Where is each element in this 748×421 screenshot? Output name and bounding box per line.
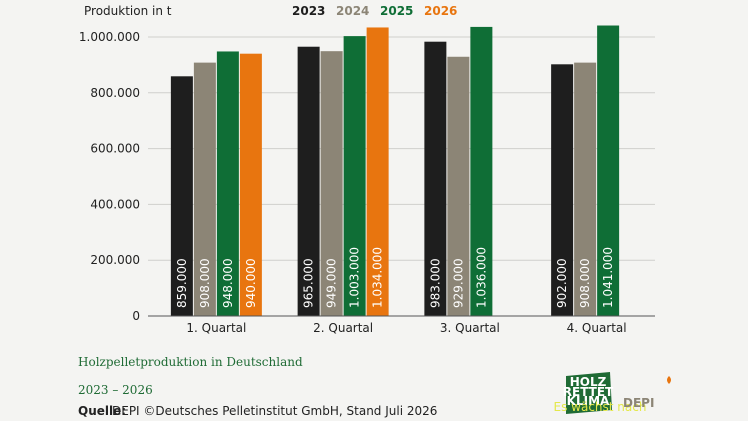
brand-logo: DEPI — [623, 396, 654, 410]
bar — [343, 36, 366, 317]
value-label: 1.003.000 — [348, 247, 362, 308]
x-tick-label: 2. Quartal — [313, 321, 373, 335]
legend-entry: 2025 — [380, 4, 413, 18]
y-tick-label: 800.000 — [90, 86, 140, 100]
source: DEPI ©Deutsches Pelletinstitut GmbH, Sta… — [112, 404, 437, 418]
value-label: 965.000 — [302, 258, 316, 308]
value-label: 940.000 — [244, 258, 258, 308]
value-label: 1.034.000 — [371, 247, 385, 308]
chart-title: Holzpelletproduktion in Deutschland — [78, 355, 303, 369]
y-tick-label: 600.000 — [90, 142, 140, 156]
bar — [470, 26, 493, 316]
badge-tag: Es wächst nach — [554, 400, 647, 414]
bar — [551, 64, 574, 317]
bar — [216, 51, 239, 316]
bar — [424, 41, 447, 316]
badge-shape — [566, 372, 612, 414]
bar — [366, 27, 389, 317]
badge-text: RETTET — [563, 385, 614, 399]
x-tick-label: 1. Quartal — [186, 321, 246, 335]
value-label: 948.000 — [221, 258, 235, 308]
y-tick-label: 200.000 — [90, 253, 140, 267]
value-label: 908.000 — [578, 258, 592, 308]
bar — [239, 53, 262, 316]
bar — [170, 76, 193, 316]
x-tick-label: 4. Quartal — [567, 321, 627, 335]
bar — [320, 51, 343, 317]
value-label: 908.000 — [198, 258, 212, 308]
bar — [447, 56, 470, 316]
value-label: 983.000 — [428, 258, 442, 308]
value-label: 902.000 — [555, 258, 569, 308]
bar — [574, 62, 597, 317]
legend-entry: 2026 — [424, 4, 457, 18]
legend-entry: 2023 — [292, 4, 325, 18]
value-label: 949.000 — [325, 258, 339, 308]
chart-subtitle: 2023 – 2026 — [78, 383, 153, 397]
value-label: 859.000 — [175, 258, 189, 308]
y-tick-label: 1.000.000 — [79, 30, 140, 44]
y-axis-label: Produktion in t — [84, 4, 172, 18]
legend-entry: 2024 — [336, 4, 369, 18]
source-label: Quelle: — [78, 404, 126, 418]
value-label: 929.000 — [451, 258, 465, 308]
bar — [597, 25, 620, 317]
y-tick-label: 0 — [132, 309, 140, 323]
bar — [297, 46, 320, 316]
value-label: 1.036.000 — [474, 247, 488, 308]
y-tick-label: 400.000 — [90, 197, 140, 211]
badge-logo: HOLZ RETTET KLIMA Es wächst nach — [554, 372, 647, 414]
brand-flame — [667, 376, 671, 384]
value-label: 1.041.000 — [601, 247, 615, 308]
badge-text: HOLZ — [570, 375, 607, 389]
badge-text: KLIMA — [567, 394, 610, 408]
x-tick-label: 3. Quartal — [440, 321, 500, 335]
bar — [193, 62, 216, 317]
